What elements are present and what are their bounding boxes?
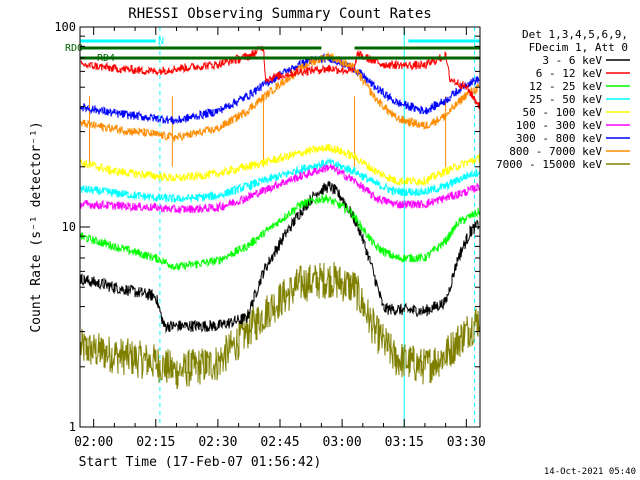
series-line-12-25-kev bbox=[80, 194, 480, 272]
x-tick-label: 03:15 bbox=[385, 435, 424, 450]
flag-label-n: N bbox=[158, 36, 164, 47]
x-tick-label: 03:00 bbox=[323, 435, 362, 450]
series-group bbox=[80, 45, 480, 390]
y-tick-label: 1 bbox=[69, 420, 76, 434]
series-line-6-12-kev bbox=[80, 45, 480, 110]
legend-label: 12 - 25 keV bbox=[529, 80, 602, 93]
series-line-25-50-kev bbox=[80, 157, 480, 203]
series-line-7000-15000-kev bbox=[80, 262, 480, 390]
x-tick-label: 02:00 bbox=[74, 435, 113, 450]
legend-label: 100 - 300 keV bbox=[516, 119, 602, 132]
legend-label: 25 - 50 keV bbox=[529, 93, 602, 106]
legend-label: 800 - 7000 keV bbox=[509, 145, 602, 158]
legend-header: Det 1,3,4,5,6,9, bbox=[522, 28, 628, 41]
legend-label: 50 - 100 keV bbox=[523, 106, 603, 119]
footer-timestamp: 14-Oct-2021 05:40 bbox=[544, 467, 636, 477]
legend: Det 1,3,4,5,6,9,FDecim 1, Att 03 - 6 keV… bbox=[496, 28, 630, 171]
legend-label: 7000 - 15000 keV bbox=[496, 158, 602, 171]
flag-label-rd4: RD4 bbox=[97, 53, 115, 64]
series-line-50-100-kev bbox=[80, 143, 480, 187]
series-layer bbox=[80, 45, 480, 390]
series-line-800-7000-kev bbox=[80, 52, 480, 143]
legend-label: 3 - 6 keV bbox=[542, 54, 602, 67]
x-tick-label: 02:45 bbox=[260, 435, 299, 450]
flag-label-rd0: RD0 bbox=[65, 43, 83, 54]
chart-title: RHESSI Observing Summary Count Rates bbox=[128, 6, 431, 22]
x-tick-label: 03:30 bbox=[447, 435, 486, 450]
series-line-100-300-kev bbox=[80, 164, 480, 214]
series-line-300-800-kev bbox=[80, 52, 480, 126]
y-tick-label: 100 bbox=[54, 20, 76, 34]
legend-header: FDecim 1, Att 0 bbox=[529, 41, 628, 54]
legend-label: 300 - 800 keV bbox=[516, 132, 602, 145]
axes: 1 10 100 02:00 02:15 02:30 02:45 03:00 03:15 03:3… bbox=[54, 20, 486, 450]
flags-layer: N RD0 RD4 bbox=[65, 36, 480, 64]
y-axis-label: Count Rate (s⁻¹ detector⁻¹) bbox=[29, 121, 44, 332]
y-tick-label: 10 bbox=[62, 220, 76, 234]
x-tick-label: 02:30 bbox=[198, 435, 237, 450]
x-axis-label: Start Time (17-Feb-07 01:56:42) bbox=[79, 455, 322, 470]
series-line-3-6-kev bbox=[80, 180, 480, 334]
x-tick-label: 02:15 bbox=[136, 435, 175, 450]
legend-label: 6 - 12 keV bbox=[536, 67, 603, 80]
